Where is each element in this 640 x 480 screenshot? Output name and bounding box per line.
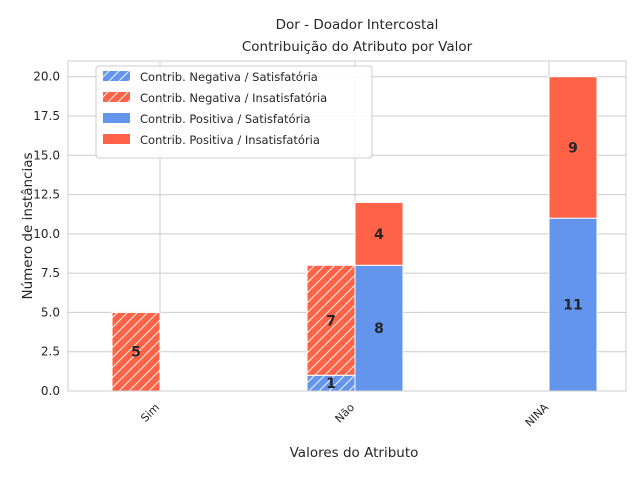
y-tick-label: 0.0 <box>41 384 60 398</box>
data-label: 4 <box>374 227 384 243</box>
legend: Contrib. Negativa / Satisfatória Contrib.… <box>95 65 373 159</box>
legend-swatch <box>103 134 130 144</box>
bar-segment <box>548 76 598 219</box>
plot-frame <box>67 60 627 392</box>
data-label: 9 <box>568 140 578 156</box>
y-tick-label: 17.5 <box>33 109 60 123</box>
bar-segment <box>354 264 404 392</box>
data-label: 11 <box>563 298 582 314</box>
data-label: 8 <box>374 321 384 337</box>
legend-box <box>95 65 373 159</box>
y-tick-label: 7.5 <box>41 266 60 280</box>
legend-swatch <box>103 92 130 102</box>
chart-title: Dor - Doador Intercostal <box>276 17 439 33</box>
y-tick-label: 10.0 <box>33 227 60 241</box>
x-axis-label: Valores do Atributo <box>290 445 419 461</box>
x-tick-label: Não <box>333 401 358 426</box>
legend-swatch <box>103 113 130 123</box>
bar-segment <box>111 311 161 392</box>
data-labels: 1 5 7 8 11 4 9 <box>131 140 583 392</box>
y-tick-label: 20.0 <box>33 70 60 84</box>
bar-segment <box>354 201 404 266</box>
legend-label: Contrib. Negativa / Insatisfatória <box>140 91 327 105</box>
x-tick-label: Sim <box>138 401 162 425</box>
bars <box>111 76 598 392</box>
legend-label: Contrib. Negativa / Satisfatória <box>140 70 318 84</box>
data-label: 7 <box>326 313 336 329</box>
y-axis-label: Número de instâncias <box>20 152 36 299</box>
y-tick-label: 12.5 <box>33 188 60 202</box>
legend-swatch <box>103 71 130 81</box>
legend-label: Contrib. Positiva / Satisfatória <box>140 112 311 126</box>
legend-label: Contrib. Positiva / Insatisfatória <box>140 133 320 147</box>
chart-subtitle: Contribuição do Atributo por Valor <box>242 39 473 55</box>
y-tick-label: 15.0 <box>33 148 60 162</box>
data-label: 1 <box>326 376 336 392</box>
data-label: 5 <box>131 345 141 361</box>
y-tick-label: 5.0 <box>41 305 60 319</box>
x-tick-label: NINA <box>523 401 552 430</box>
y-tick-label: 2.5 <box>41 345 60 359</box>
